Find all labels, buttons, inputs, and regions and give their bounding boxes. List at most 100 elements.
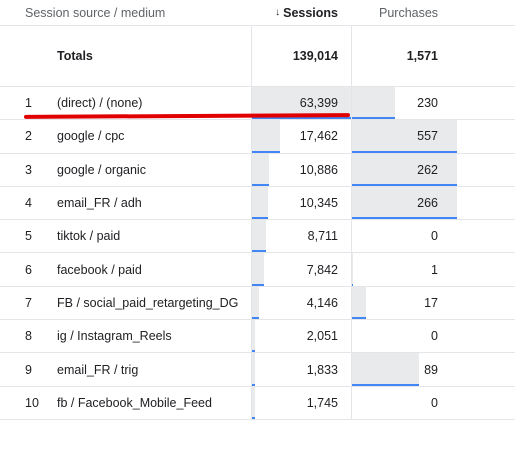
- purchases-cell: 89: [351, 353, 515, 386]
- purchases-cell: 0: [351, 386, 515, 419]
- row-index: 5: [25, 229, 32, 244]
- sessions-bar-line: [252, 383, 255, 386]
- purchases-value: 266: [417, 196, 438, 211]
- source-medium[interactable]: google / organic: [57, 162, 146, 177]
- purchases-value: 89: [424, 362, 438, 377]
- source-medium[interactable]: fb / Facebook_Mobile_Feed: [57, 395, 212, 410]
- totals-sessions: 139,014: [251, 26, 351, 86]
- sessions-bar: [252, 253, 265, 286]
- sessions-bar-line: [252, 283, 265, 286]
- source-cell: 2 google / cpc: [0, 120, 250, 152]
- purchases-cell: 262: [351, 153, 515, 186]
- source-medium[interactable]: tiktok / paid: [57, 229, 121, 244]
- table-row[interactable]: 3 google / organic 10,886 262: [0, 153, 515, 187]
- purchases-value: 0: [431, 229, 438, 244]
- source-medium[interactable]: ig / Instagram_Reels: [57, 329, 172, 344]
- table-row[interactable]: 7 FB / social_paid_retargeting_DG 4,146 …: [0, 286, 515, 321]
- table-row[interactable]: 9 email_FR / trig 1,833 89: [0, 353, 515, 387]
- sessions-cell: 1,745: [251, 386, 351, 419]
- purchases-bar: [352, 186, 457, 220]
- sessions-cell: 4,146: [251, 286, 351, 320]
- source-medium[interactable]: (direct) / (none): [57, 96, 143, 111]
- table-row[interactable]: 5 tiktok / paid 8,711 0: [0, 220, 515, 254]
- totals-row: Totals 139,014 1,571: [0, 26, 515, 87]
- purchases-header-label: Purchases: [379, 5, 439, 20]
- purchases-bar: [352, 286, 366, 320]
- purchases-cell: 0: [351, 320, 515, 353]
- purchases-cell: 266: [351, 186, 515, 220]
- sessions-bar-line: [252, 183, 270, 186]
- sessions-value: 4,146: [306, 295, 338, 310]
- row-index: 9: [25, 362, 32, 377]
- totals-label: Totals: [57, 49, 93, 63]
- sessions-cell: 2,051: [251, 320, 351, 353]
- source-cell: 6 facebook / paid: [0, 253, 250, 285]
- report-table: Session source / medium ↓ Sessions Purch…: [0, 0, 515, 420]
- sessions-bar-line: [252, 217, 269, 220]
- sessions-value: 1,745: [306, 395, 338, 410]
- row-index: 6: [25, 262, 32, 277]
- table-body: 1 (direct) / (none) 63,399 230 2 google …: [0, 87, 515, 420]
- source-medium[interactable]: email_FR / adh: [57, 196, 142, 211]
- sessions-bar-line: [252, 250, 266, 253]
- sessions-value: 17,462: [299, 129, 338, 144]
- purchases-cell: 0: [351, 220, 515, 253]
- row-index: 1: [25, 96, 32, 111]
- purchases-bar: [352, 120, 457, 153]
- purchases-bar: [352, 87, 396, 120]
- purchases-value: 17: [424, 295, 438, 310]
- purchases-bar-line: [352, 217, 457, 220]
- sessions-bar: [252, 353, 255, 386]
- purchases-value: 557: [417, 129, 438, 144]
- row-index: 10: [25, 395, 39, 410]
- sessions-value: 7,842: [306, 262, 338, 277]
- sessions-cell: 17,462: [251, 120, 351, 153]
- source-cell: 1 (direct) / (none): [0, 87, 250, 119]
- sessions-bar: [252, 186, 269, 220]
- sessions-bar-line: [252, 416, 255, 419]
- row-index: 3: [25, 162, 32, 177]
- purchases-cell: 17: [351, 286, 515, 320]
- sessions-bar-line: [252, 317, 259, 320]
- source-cell: 10 fb / Facebook_Mobile_Feed: [0, 387, 250, 419]
- sessions-cell: 10,886: [251, 153, 351, 186]
- sessions-value: 10,345: [299, 196, 338, 211]
- row-index: 2: [25, 129, 32, 144]
- column-header-sessions[interactable]: ↓ Sessions: [251, 0, 351, 25]
- source-medium[interactable]: google / cpc: [57, 129, 125, 144]
- table-row[interactable]: 6 facebook / paid 7,842 1: [0, 253, 515, 287]
- source-medium[interactable]: FB / social_paid_retargeting_DG: [57, 295, 239, 310]
- sessions-bar: [252, 286, 259, 320]
- column-header-source[interactable]: Session source / medium: [0, 0, 275, 25]
- purchases-cell: 1: [351, 253, 515, 286]
- column-header-purchases[interactable]: Purchases: [351, 0, 515, 25]
- source-medium[interactable]: email_FR / trig: [57, 362, 139, 377]
- sessions-bar: [252, 220, 266, 253]
- purchases-bar-line: [352, 150, 457, 153]
- source-cell: 9 email_FR / trig: [0, 353, 250, 385]
- source-cell: 5 tiktok / paid: [0, 220, 250, 252]
- source-cell: 3 google / organic: [0, 154, 250, 186]
- purchases-bar-line: [352, 383, 420, 386]
- purchases-value: 262: [417, 162, 438, 177]
- table-row[interactable]: 8 ig / Instagram_Reels 2,051 0: [0, 320, 515, 354]
- sessions-cell: 8,711: [251, 220, 351, 253]
- source-cell: 8 ig / Instagram_Reels: [0, 320, 250, 352]
- purchases-bar: [352, 353, 420, 386]
- sessions-value: 10,886: [299, 162, 338, 177]
- table-row[interactable]: 10 fb / Facebook_Mobile_Feed 1,745 0: [0, 386, 515, 420]
- sessions-bar-line: [252, 150, 280, 153]
- sort-arrow-icon: ↓: [275, 7, 281, 18]
- sessions-value: 8,711: [307, 229, 338, 244]
- purchases-cell: 557: [351, 120, 515, 153]
- purchases-bar: [352, 153, 457, 186]
- source-medium[interactable]: facebook / paid: [57, 262, 142, 277]
- sessions-cell: 1,833: [251, 353, 351, 386]
- row-index: 4: [25, 196, 32, 211]
- sessions-value: 2,051: [306, 329, 338, 344]
- sessions-bar-line: [252, 350, 256, 353]
- sessions-header-label: Sessions: [283, 5, 338, 20]
- purchases-value: 230: [417, 96, 438, 111]
- table-row[interactable]: 2 google / cpc 17,462 557: [0, 120, 515, 154]
- table-row[interactable]: 4 email_FR / adh 10,345 266: [0, 186, 515, 221]
